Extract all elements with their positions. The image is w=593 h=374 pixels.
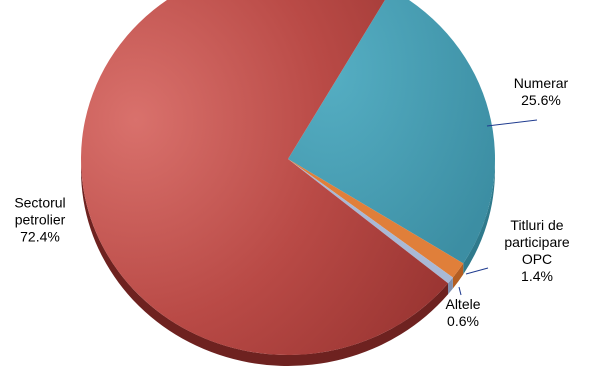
pie-slice-side [452,263,464,289]
slice-name-label: petrolier [15,212,66,228]
slice-value-label: 1.4% [521,268,553,284]
pie-slice-side [463,159,495,275]
leader-line [486,119,538,127]
pie-slice [288,159,453,284]
slice-value-label: 25.6% [521,92,561,108]
pie-slice [288,159,464,278]
slice-value-label: 72.4% [20,229,60,245]
slice-value-label: 0.6% [447,313,479,329]
leader-line [458,286,462,296]
slice-name-label: Altele [445,296,480,312]
pie-slice [288,0,495,264]
pie-slice [81,0,449,355]
slice-name-label: participare [504,234,570,250]
slice-name-label: Titluri de [510,217,563,233]
pie-slice-side [448,277,453,295]
slice-name-label: Numerar [514,75,569,91]
slice-name-label: Sectorul [14,195,65,211]
slice-name-label: OPC [522,251,552,267]
leader-line [465,267,489,275]
